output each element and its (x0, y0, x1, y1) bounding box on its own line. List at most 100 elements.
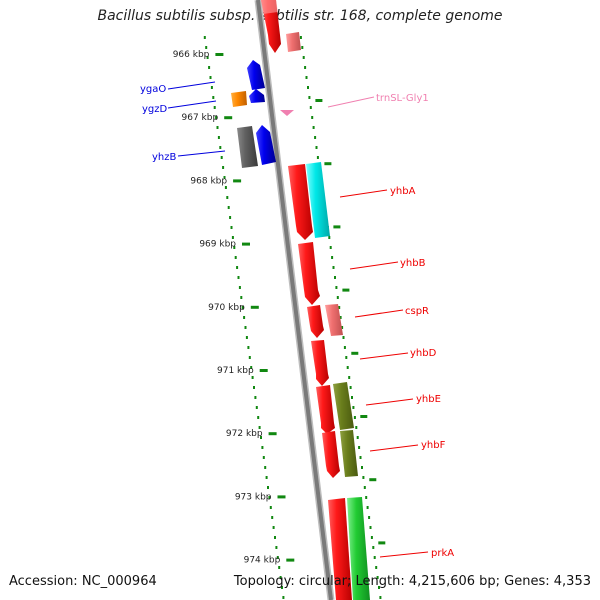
label-cspR: cspR (405, 306, 429, 317)
gene-yhbF (322, 431, 340, 478)
tick-label: 966 kbp (173, 50, 210, 60)
left-track-dot (271, 516, 274, 519)
right-track-dot (339, 316, 342, 319)
left-track-dot (208, 66, 211, 69)
right-track-dot (315, 146, 318, 149)
left-track-dot (243, 316, 246, 319)
right-track-dot (355, 426, 358, 429)
left-track-dot (210, 86, 213, 89)
right-track-dot (338, 306, 341, 309)
left-track-dot (248, 356, 251, 359)
backbone (256, 0, 333, 600)
right-track-dot (353, 416, 356, 419)
left-track-dot (281, 586, 283, 589)
right-track-dot (342, 336, 345, 339)
gene-yhbA (288, 164, 313, 240)
tick-label: 974 kbp (244, 556, 281, 566)
right-track-dot (305, 76, 308, 79)
right-track-dot (312, 126, 315, 129)
right-track-dot (366, 506, 369, 509)
gene-features (231, 0, 370, 600)
right-track-dot (316, 156, 319, 159)
right-track-dot (370, 536, 373, 539)
gene-cspR (307, 305, 324, 338)
left-track-dot (240, 296, 243, 299)
tick-mark (286, 558, 295, 562)
gene-yhbA-cyan (306, 162, 330, 238)
gene-ygzD (231, 91, 247, 107)
right-tick-mark (315, 99, 323, 102)
tick-label: 972 kbp (226, 429, 263, 439)
right-track-dot (375, 566, 378, 569)
gene-ygzD-blue (249, 89, 265, 103)
left-track-dot (241, 306, 244, 309)
tick-label: 969 kbp (199, 240, 236, 250)
left-track-dot (275, 546, 278, 549)
label-yhbE: yhbE (416, 394, 441, 405)
left-track-dot (230, 226, 233, 229)
dotted-tracks (203, 36, 382, 599)
tick-label: 970 kbp (208, 303, 245, 313)
left-track-dot (226, 196, 229, 199)
left-track-dot (267, 486, 269, 489)
right-track-dot (363, 486, 366, 489)
tick-mark (215, 53, 224, 56)
right-track-dot (301, 46, 304, 49)
right-tick-mark (360, 415, 368, 418)
right-track-dot (314, 136, 317, 139)
tick-label: 967 kbp (182, 113, 219, 123)
tick-marks: 966 kbp 967 kbp 968 kbp 969 kbp 970 kbp 971 k… (173, 50, 386, 566)
gene-cspR-pink (325, 304, 343, 336)
label-ygaO: ygaO (140, 84, 166, 95)
left-track-dot (268, 496, 271, 499)
tick-mark (268, 432, 277, 436)
right-tick-mark (342, 288, 350, 292)
tick-label: 973 kbp (235, 492, 272, 502)
trna-trnSL-Gly1 (280, 110, 294, 116)
right-track-dot (299, 36, 302, 39)
label-ygzD: ygzD (142, 104, 168, 115)
label-yhbA: yhbA (390, 186, 416, 197)
left-track-dot (244, 326, 247, 329)
right-track-dot (329, 246, 332, 249)
label-yhbD: yhbD (410, 348, 437, 359)
left-track-dot (261, 446, 264, 449)
left-track-dot (216, 126, 219, 129)
label-trnSL-Gly1: trnSL-Gly1 (376, 93, 429, 104)
left-track-dot (217, 136, 220, 139)
tick-mark (277, 495, 286, 499)
left-track-dot (250, 366, 253, 369)
left-track-dot (253, 386, 255, 389)
right-track-dot (336, 296, 339, 299)
right-tick-mark (378, 541, 386, 545)
left-track-dot (279, 576, 282, 579)
label-yhbF: yhbF (421, 440, 446, 451)
right-track-dot (331, 256, 334, 259)
gene-top-red-2 (261, 0, 278, 14)
map-title: Bacillus subtilis subsp. subtilis str. 1… (97, 8, 503, 24)
left-track-dot (229, 216, 232, 219)
left-track-dot (276, 556, 279, 559)
left-track-dot (227, 206, 230, 209)
right-track-dot (359, 456, 362, 459)
tick-label: 971 kbp (217, 366, 254, 376)
right-track-dot (362, 476, 365, 479)
right-track-dot (378, 586, 380, 589)
left-track-dot (220, 156, 223, 159)
left-track-dot (203, 36, 206, 39)
left-track-dot (262, 456, 265, 459)
tick-mark (224, 116, 233, 120)
label-yhzB: yhzB (152, 152, 177, 163)
right-track-dot (376, 576, 379, 579)
right-tick-mark (351, 351, 359, 355)
left-track-dot (234, 256, 237, 259)
right-track-dot (348, 376, 351, 379)
left-track-dot (219, 146, 222, 149)
right-track-dot (343, 346, 346, 349)
left-track-dot (212, 96, 215, 99)
left-track-dot (231, 236, 234, 239)
left-track-dot (245, 336, 248, 339)
gene-prkA (328, 498, 352, 600)
accession-text: Accession: NC_000964 (9, 574, 157, 589)
genome-summary-text: Topology: circular; Length: 4,215,606 bp… (233, 574, 591, 589)
